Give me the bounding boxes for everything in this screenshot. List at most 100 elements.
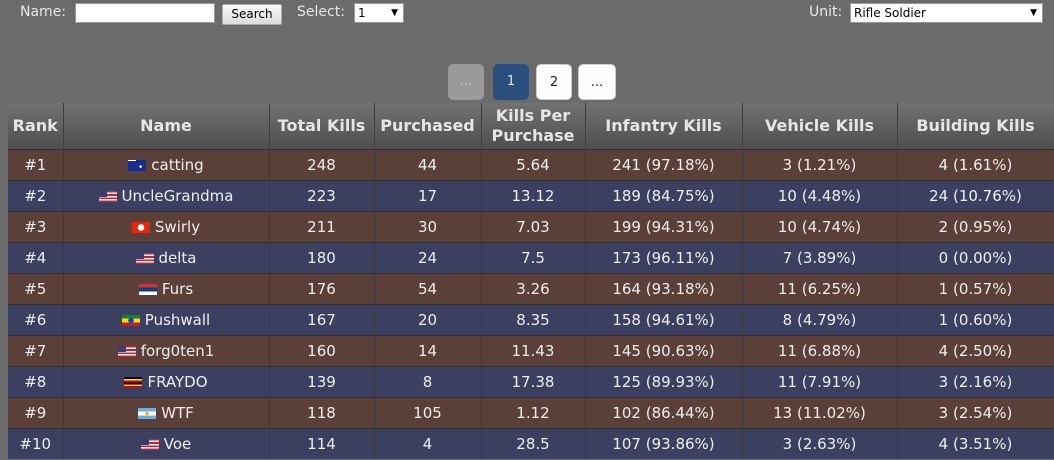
table-header-row: Rank Name Total Kills Purchased Kills Pe… (8, 103, 1054, 150)
select-dropdown[interactable]: 1 ▼ (354, 3, 404, 23)
table-row: #4 delta 180 24 7.5 173 (96.11%) 7 (3.89%) 0 (0… (8, 242, 1054, 274)
player-name-link[interactable]: Pushwall (144, 311, 211, 329)
building-kills-cell: 0 (0.00%) (897, 242, 1054, 274)
infantry-kills-cell: 158 (94.61%) (585, 304, 743, 336)
table-row: #5 Furs 176 54 3.26 164 (93.18%) 11 (6.25%) 1 (… (8, 273, 1054, 305)
uganda-flag (124, 377, 143, 388)
name-search-input[interactable] (75, 3, 215, 23)
name-label: Name: (20, 4, 67, 20)
usa-flag (140, 439, 159, 450)
player-name-link[interactable]: catting (151, 156, 204, 174)
infantry-kills-cell: 125 (89.93%) (585, 366, 743, 398)
column-header-kills-per-purchase[interactable]: Kills Per Purchase (481, 103, 586, 150)
pagination-page-1[interactable]: 1 (493, 64, 529, 100)
purchased-cell: 105 (374, 397, 482, 429)
usa-flag (98, 191, 117, 202)
filter-bar: Name: Search Select: 1 ▼ Unit: Rifle Sol… (0, 0, 1054, 30)
pagination-page-2[interactable]: 2 (536, 64, 572, 100)
column-header-infantry-kills[interactable]: Infantry Kills (585, 103, 743, 150)
column-header-building-kills[interactable]: Building Kills (897, 103, 1054, 150)
pagination-prev[interactable]: ... (448, 64, 484, 100)
total-kills-cell: 223 (269, 180, 375, 212)
kills-per-purchase-cell: 11.43 (481, 335, 586, 367)
vehicle-kills-cell: 3 (2.63%) (742, 428, 898, 459)
pagination-next[interactable]: ... (578, 64, 616, 100)
player-cell: catting (63, 149, 270, 181)
player-cell: delta (63, 242, 270, 274)
select-value: 1 (358, 6, 366, 20)
player-name-link[interactable]: Voe (163, 435, 192, 453)
building-kills-cell: 3 (2.54%) (897, 397, 1054, 429)
vehicle-kills-cell: 10 (4.48%) (742, 180, 898, 212)
column-header-total-kills[interactable]: Total Kills (269, 103, 375, 150)
hong-kong-flag (131, 222, 150, 233)
building-kills-cell: 3 (2.16%) (897, 366, 1054, 398)
search-button[interactable]: Search (222, 4, 282, 25)
argentina-flag (138, 408, 157, 419)
player-name-link[interactable]: WTF (161, 404, 194, 422)
player-name-link[interactable]: FRAYDO (147, 373, 208, 391)
rank-cell: #1 (8, 149, 64, 181)
rank-cell: #10 (8, 428, 64, 459)
vehicle-kills-cell: 11 (7.91%) (742, 366, 898, 398)
total-kills-cell: 248 (269, 149, 375, 181)
total-kills-cell: 139 (269, 366, 375, 398)
vehicle-kills-cell: 7 (3.89%) (742, 242, 898, 274)
australia-flag (128, 160, 147, 171)
table-row: #7 forg0ten1 160 14 11.43 145 (90.63%) 11 (6.8… (8, 335, 1054, 367)
unit-dropdown[interactable]: Rifle Soldier ▼ (850, 3, 1043, 23)
usa-flag (117, 346, 136, 357)
rank-cell: #8 (8, 366, 64, 398)
player-name-link[interactable]: UncleGrandma (121, 187, 234, 205)
building-kills-cell: 1 (0.57%) (897, 273, 1054, 305)
infantry-kills-cell: 199 (94.31%) (585, 211, 743, 243)
flag-canton (98, 191, 107, 197)
ethiopia-flag (121, 315, 140, 326)
flag-canton (140, 439, 149, 445)
player-name-link[interactable]: Swirly (154, 218, 201, 236)
kills-per-purchase-cell: 13.12 (481, 180, 586, 212)
column-header-name[interactable]: Name (63, 103, 270, 150)
unit-label: Unit: (809, 4, 843, 20)
purchased-cell: 30 (374, 211, 482, 243)
kills-per-purchase-cell: 3.26 (481, 273, 586, 305)
total-kills-cell: 211 (269, 211, 375, 243)
player-cell: Pushwall (63, 304, 270, 336)
building-kills-cell: 4 (2.50%) (897, 335, 1054, 367)
rank-cell: #4 (8, 242, 64, 274)
total-kills-cell: 180 (269, 242, 375, 274)
vehicle-kills-cell: 10 (4.74%) (742, 211, 898, 243)
purchased-cell: 14 (374, 335, 482, 367)
infantry-kills-cell: 107 (93.86%) (585, 428, 743, 459)
unit-value: Rifle Soldier (854, 6, 926, 20)
total-kills-cell: 114 (269, 428, 375, 459)
kpp-header-line2: Purchase (491, 126, 575, 145)
player-cell: UncleGrandma (63, 180, 270, 212)
vehicle-kills-cell: 11 (6.88%) (742, 335, 898, 367)
column-header-rank[interactable]: Rank (8, 103, 64, 150)
flag-canton (117, 346, 126, 352)
vehicle-kills-cell: 8 (4.79%) (742, 304, 898, 336)
column-header-purchased[interactable]: Purchased (374, 103, 482, 150)
player-name-link[interactable]: forg0ten1 (140, 342, 215, 360)
chevron-down-icon: ▼ (1030, 8, 1037, 18)
select-label: Select: (297, 4, 345, 20)
infantry-kills-cell: 102 (86.44%) (585, 397, 743, 429)
chevron-down-icon: ▼ (391, 8, 398, 18)
kpp-header-line1: Kills Per (495, 106, 571, 125)
kills-per-purchase-cell: 7.5 (481, 242, 586, 274)
infantry-kills-cell: 145 (90.63%) (585, 335, 743, 367)
table-row: #3 Swirly 211 30 7.03 199 (94.31%) 10 (4.74%) 2… (8, 211, 1054, 243)
kills-per-purchase-cell: 5.64 (481, 149, 586, 181)
player-name-link[interactable]: delta (158, 249, 197, 267)
building-kills-cell: 4 (1.61%) (897, 149, 1054, 181)
purchased-cell: 44 (374, 149, 482, 181)
purchased-cell: 20 (374, 304, 482, 336)
kills-per-purchase-cell: 8.35 (481, 304, 586, 336)
purchased-cell: 8 (374, 366, 482, 398)
column-header-vehicle-kills[interactable]: Vehicle Kills (742, 103, 898, 150)
player-name-link[interactable]: Furs (161, 280, 194, 298)
infantry-kills-cell: 241 (97.18%) (585, 149, 743, 181)
player-cell: Voe (63, 428, 270, 459)
total-kills-cell: 176 (269, 273, 375, 305)
